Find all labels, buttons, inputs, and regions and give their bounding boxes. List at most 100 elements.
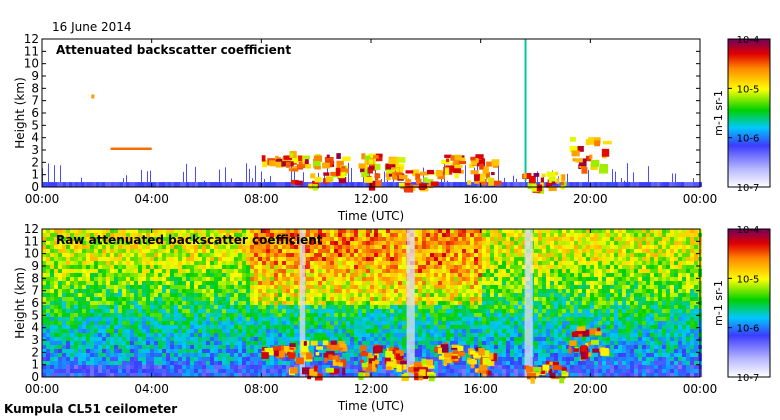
- noise-cell: [486, 265, 490, 269]
- cloud-echo: [545, 182, 553, 188]
- noise-cell: [474, 265, 478, 269]
- instrument-label: Kumpula CL51 ceilometer: [4, 402, 178, 416]
- noise-cell: [518, 325, 522, 329]
- noise-cell: [62, 273, 66, 277]
- noise-cell: [198, 329, 202, 333]
- noise-cell: [466, 297, 470, 301]
- noise-cell: [582, 301, 586, 305]
- noise-cell: [250, 325, 254, 329]
- noise-cell: [474, 233, 478, 237]
- noise-cell: [534, 301, 538, 305]
- noise-cell: [502, 293, 506, 297]
- noise-cell: [402, 261, 406, 265]
- noise-cell: [638, 245, 642, 249]
- noise-cell: [74, 241, 78, 245]
- noise-cell: [378, 285, 382, 289]
- surface-noise: [261, 182, 264, 187]
- noise-cell: [70, 257, 74, 261]
- noise-cell: [522, 293, 526, 297]
- surface-noise: [81, 182, 84, 187]
- noise-cell: [662, 241, 666, 245]
- noise-cell: [254, 229, 258, 233]
- noise-cell: [382, 285, 386, 289]
- noise-cell: [358, 265, 362, 269]
- noise-cell: [386, 293, 390, 297]
- noise-cell: [590, 269, 594, 273]
- surface-noise: [270, 182, 273, 187]
- noise-cell: [338, 245, 342, 249]
- noise-cell: [522, 325, 526, 329]
- noise-cell: [178, 229, 182, 233]
- noise-cell: [178, 297, 182, 301]
- cloud-echo: [454, 154, 462, 162]
- noise-cell: [478, 261, 482, 265]
- noise-cell: [102, 237, 106, 241]
- noise-cell: [562, 281, 566, 285]
- noise-cell: [46, 237, 50, 241]
- surface-noise: [501, 182, 504, 187]
- noise-cell: [50, 253, 54, 257]
- cloud-echo: [441, 159, 450, 164]
- noise-cell: [174, 297, 178, 301]
- noise-cell: [118, 313, 122, 317]
- noise-cell: [546, 269, 550, 273]
- noise-cell: [266, 237, 270, 241]
- noise-cell: [670, 249, 674, 253]
- noise-cell: [186, 249, 190, 253]
- backscatter-field: [42, 229, 702, 384]
- noise-cell: [362, 245, 366, 249]
- noise-cell: [274, 317, 278, 321]
- noise-cell: [662, 309, 666, 313]
- noise-cell: [70, 285, 74, 289]
- noise-cell: [110, 237, 114, 241]
- noise-cell: [290, 273, 294, 277]
- surface-noise: [48, 182, 51, 187]
- surface-noise: [648, 182, 651, 187]
- noise-cell: [170, 329, 174, 333]
- noise-cell: [318, 261, 322, 265]
- noise-cell: [486, 313, 490, 317]
- noise-cell: [690, 329, 694, 333]
- surface-noise: [318, 182, 321, 187]
- noise-cell: [534, 321, 538, 325]
- noise-cell: [358, 285, 362, 289]
- noise-cell: [282, 253, 286, 257]
- surface-noise: [669, 182, 672, 187]
- noise-cell: [550, 273, 554, 277]
- noise-cell: [94, 257, 98, 261]
- noise-cell: [66, 257, 70, 261]
- noise-cell: [506, 313, 510, 317]
- noise-spike: [504, 177, 505, 183]
- noise-cell: [542, 241, 546, 245]
- noise-cell: [582, 277, 586, 281]
- noise-cell: [454, 313, 458, 317]
- surface-noise: [624, 182, 627, 187]
- noise-cell: [606, 281, 610, 285]
- noise-cell: [658, 245, 662, 249]
- noise-cell: [258, 305, 262, 309]
- noise-cell: [610, 293, 614, 297]
- noise-cell: [162, 241, 166, 245]
- noise-cell: [366, 241, 370, 245]
- noise-cell: [102, 257, 106, 261]
- noise-cell: [678, 233, 682, 237]
- noise-cell: [310, 309, 314, 313]
- noise-cell: [138, 229, 142, 233]
- noise-cell: [58, 229, 62, 233]
- noise-cell: [654, 277, 658, 281]
- noise-cell: [126, 273, 130, 277]
- noise-cell: [594, 313, 598, 317]
- noise-cell: [258, 289, 262, 293]
- noise-cell: [514, 269, 518, 273]
- noise-cell: [462, 241, 466, 245]
- cloud-echo: [364, 169, 371, 173]
- noise-cell: [518, 273, 522, 277]
- noise-cell: [130, 233, 134, 237]
- noise-cell: [254, 265, 258, 269]
- noise-cell: [682, 265, 686, 269]
- surface-noise: [645, 182, 648, 187]
- noise-cell: [694, 265, 698, 269]
- noise-cell: [602, 273, 606, 277]
- surface-noise: [345, 182, 348, 187]
- noise-cell: [386, 253, 390, 257]
